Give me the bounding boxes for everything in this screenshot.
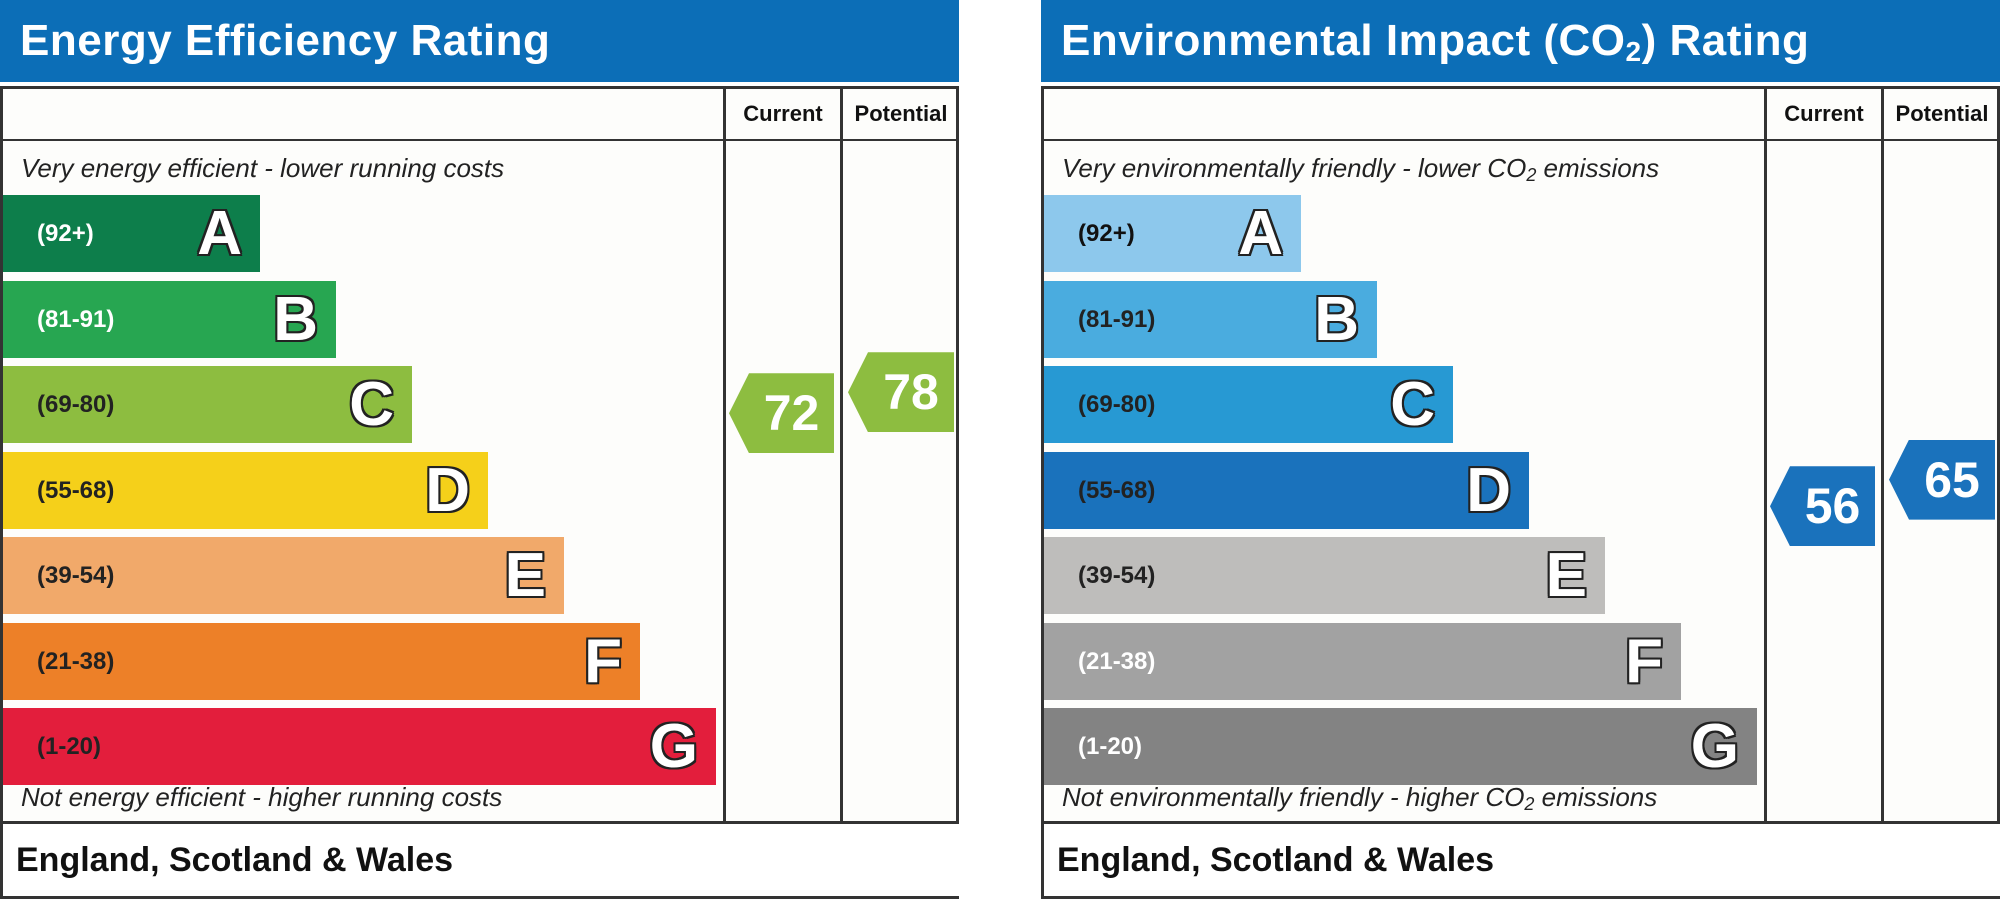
env-potential-rating-arrow: 65: [1889, 439, 1995, 520]
env-title-prefix: Environmental Impact (CO: [1061, 16, 1626, 65]
energy-current-header: Current: [743, 101, 823, 126]
env-header-divider: [1044, 139, 1997, 141]
energy-footer-region: England, Scotland & Wales: [16, 841, 454, 879]
band-letter-label: D: [1466, 455, 1511, 525]
env-title-suffix: ) Rating: [1641, 16, 1810, 65]
band-range-label: (39-54): [1078, 562, 1156, 589]
band-letter-label: B: [1314, 284, 1359, 354]
band-range-label: (39-54): [37, 562, 115, 589]
band-letter-label: E: [504, 541, 546, 610]
band-range-label: (1-20): [37, 733, 102, 760]
band-range-label: (1-20): [1078, 733, 1143, 760]
env-bottom-note-prefix: Not environmentally friendly - higher CO: [1062, 782, 1525, 812]
env-top-note-prefix: Very environmentally friendly - lower CO: [1062, 153, 1527, 183]
band-range-label: (21-38): [1078, 647, 1156, 675]
env-potential-divider: [1881, 89, 1884, 821]
band-range-label: (55-68): [37, 476, 115, 504]
band-range-label: (69-80): [37, 391, 115, 418]
band-b: (81-91) B: [3, 280, 336, 358]
band-range-label: (21-38): [37, 647, 115, 675]
energy-potential-header: Potential: [854, 101, 948, 126]
energy-bottom-note: Not energy efficient - higher running co…: [21, 782, 503, 812]
env-top-note-suffix: emissions: [1536, 153, 1660, 183]
env-top-note: Very environmentally friendly - lower CO…: [1062, 143, 1659, 193]
band-g: (1-20) G: [3, 708, 716, 785]
energy-panel-title: Energy Efficiency Rating: [0, 0, 959, 82]
band-d: (55-68) D: [1044, 451, 1529, 529]
band-range-label: (92+): [1078, 220, 1135, 247]
band-a: (92+) A: [3, 195, 260, 272]
band-letter-label: G: [649, 712, 698, 781]
band-e: (39-54) E: [3, 537, 564, 614]
band-c: (69-80) C: [1044, 366, 1453, 443]
env-title-sub: 2: [1625, 36, 1642, 67]
energy-current-divider: [723, 89, 726, 821]
energy-potential-divider: [840, 89, 843, 821]
band-letter-label: A: [1238, 199, 1283, 268]
env-current-rating-arrow: 56: [1770, 466, 1875, 547]
band-letter-label: E: [1545, 541, 1587, 610]
band-letter-label: F: [584, 626, 622, 696]
band-a: (92+) A: [1044, 195, 1301, 272]
band-letter-label: G: [1690, 712, 1739, 781]
energy-potential-rating-arrow: 78: [848, 352, 954, 433]
env-bottom-note-suffix: emissions: [1534, 782, 1658, 812]
env-bottom-note-sub: 2: [1524, 794, 1535, 814]
energy-footer: England, Scotland & Wales: [0, 824, 959, 899]
band-g: (1-20) G: [1044, 708, 1757, 785]
energy-bands: (92+) A (81-91) B (69-80) C (55-68) D (39-54) E (2…: [3, 89, 723, 821]
band-range-label: (55-68): [1078, 476, 1156, 504]
band-range-label: (81-91): [37, 305, 115, 333]
env-top-note-sub: 2: [1526, 165, 1537, 185]
band-d: (55-68) D: [3, 451, 488, 529]
band-e: (39-54) E: [1044, 537, 1605, 614]
energy-chart-frame: Current Potential Very energy efficient …: [0, 86, 959, 824]
environmental-impact-panel: Environmental Impact (CO2) Rating Curren…: [1041, 0, 2000, 899]
energy-efficiency-panel: Energy Efficiency Rating Current Potenti…: [0, 0, 959, 899]
band-letter-label: A: [197, 199, 242, 268]
env-current-divider: [1764, 89, 1767, 821]
band-c: (69-80) C: [3, 366, 412, 443]
energy-top-note: Very energy efficient - lower running co…: [21, 153, 505, 183]
env-panel-title: Environmental Impact (CO2) Rating: [1041, 0, 2000, 82]
band-letter-label: D: [425, 455, 470, 525]
env-footer-region: England, Scotland & Wales: [1057, 841, 1495, 879]
env-potential-header: Potential: [1895, 101, 1989, 126]
env-chart-frame: Current Potential Very environmentally f…: [1041, 86, 2000, 824]
env-bands: (92+) A (81-91) B (69-80) C (55-68) D (39-54) E (2…: [1044, 89, 1764, 821]
band-letter-label: B: [273, 284, 318, 354]
band-b: (81-91) B: [1044, 280, 1377, 358]
band-range-label: (81-91): [1078, 305, 1156, 333]
band-letter-label: C: [1390, 370, 1435, 439]
env-footer: England, Scotland & Wales: [1041, 824, 2000, 899]
env-bottom-note: Not environmentally friendly - higher CO…: [1062, 772, 1657, 822]
band-letter-label: C: [349, 370, 394, 439]
band-range-label: (92+): [37, 220, 94, 247]
env-current-header: Current: [1784, 101, 1864, 126]
band-f: (21-38) F: [3, 622, 640, 700]
band-letter-label: F: [1625, 626, 1663, 696]
energy-current-rating-arrow: 72: [729, 373, 834, 454]
energy-header-divider: [3, 139, 956, 141]
band-f: (21-38) F: [1044, 622, 1681, 700]
band-range-label: (69-80): [1078, 391, 1156, 418]
